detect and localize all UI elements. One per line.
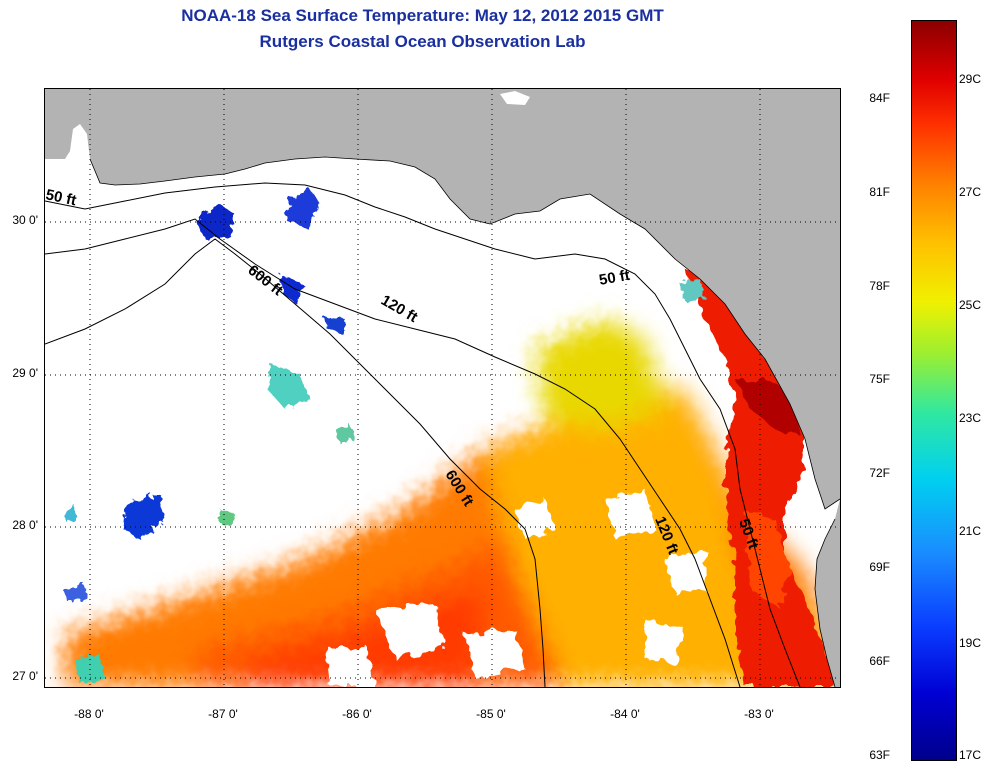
sst-map[interactable]: 50 ft 600 ft 120 ft 50 ft 600 ft 120 ft … [44, 88, 841, 688]
bathymetry-contours [45, 182, 801, 687]
contour-50ft [45, 182, 801, 687]
lat-label-29: 29 0' [12, 366, 38, 380]
contour-label-50ft-east: 50 ft [598, 267, 631, 289]
colorbar-label-29c: 29C [959, 72, 982, 86]
contour-120ft [45, 218, 741, 687]
colorbar-label-23c: 23C [959, 411, 982, 425]
colorbar-label-27c: 27C [959, 185, 982, 199]
colorbar-label-25c: 25C [959, 298, 982, 312]
lon-label-87: -87 0' [208, 707, 238, 721]
colorbar-label-21c: 21C [959, 524, 982, 538]
lat-label-28: 28 0' [12, 518, 38, 532]
colorbar-label-84f: 84F [869, 91, 890, 105]
lon-label-83: -83 0' [744, 707, 774, 721]
map-subtitle: Rutgers Coastal Ocean Observation Lab [259, 32, 586, 51]
colorbar-label-72f: 72F [869, 466, 890, 480]
lon-label-84: -84 0' [610, 707, 640, 721]
colorbar-label-78f: 78F [869, 279, 890, 293]
colorbar-label-81f: 81F [869, 185, 890, 199]
lat-label-27: 27 0' [12, 669, 38, 683]
contour-label-50ft-west: 50 ft [45, 186, 78, 209]
colorbar-label-75f: 75F [869, 372, 890, 386]
colorbar-label-17c: 17C [959, 748, 982, 762]
colorbar-label-19c: 19C [959, 636, 982, 650]
lat-label-30: 30 0' [12, 213, 38, 227]
colorbar-label-66f: 66F [869, 654, 890, 668]
sst-field [65, 269, 835, 687]
temperature-colorbar [911, 20, 957, 761]
lon-label-85: -85 0' [476, 707, 506, 721]
map-title: NOAA-18 Sea Surface Temperature: May 12,… [181, 6, 664, 25]
land [45, 89, 840, 687]
white-lake-patch [500, 91, 530, 105]
lon-label-86: -86 0' [342, 707, 372, 721]
colorbar-label-63f: 63F [869, 748, 890, 762]
contour-600ft [45, 238, 546, 687]
colorbar-label-69f: 69F [869, 560, 890, 574]
lon-label-88: -88 0' [74, 707, 104, 721]
